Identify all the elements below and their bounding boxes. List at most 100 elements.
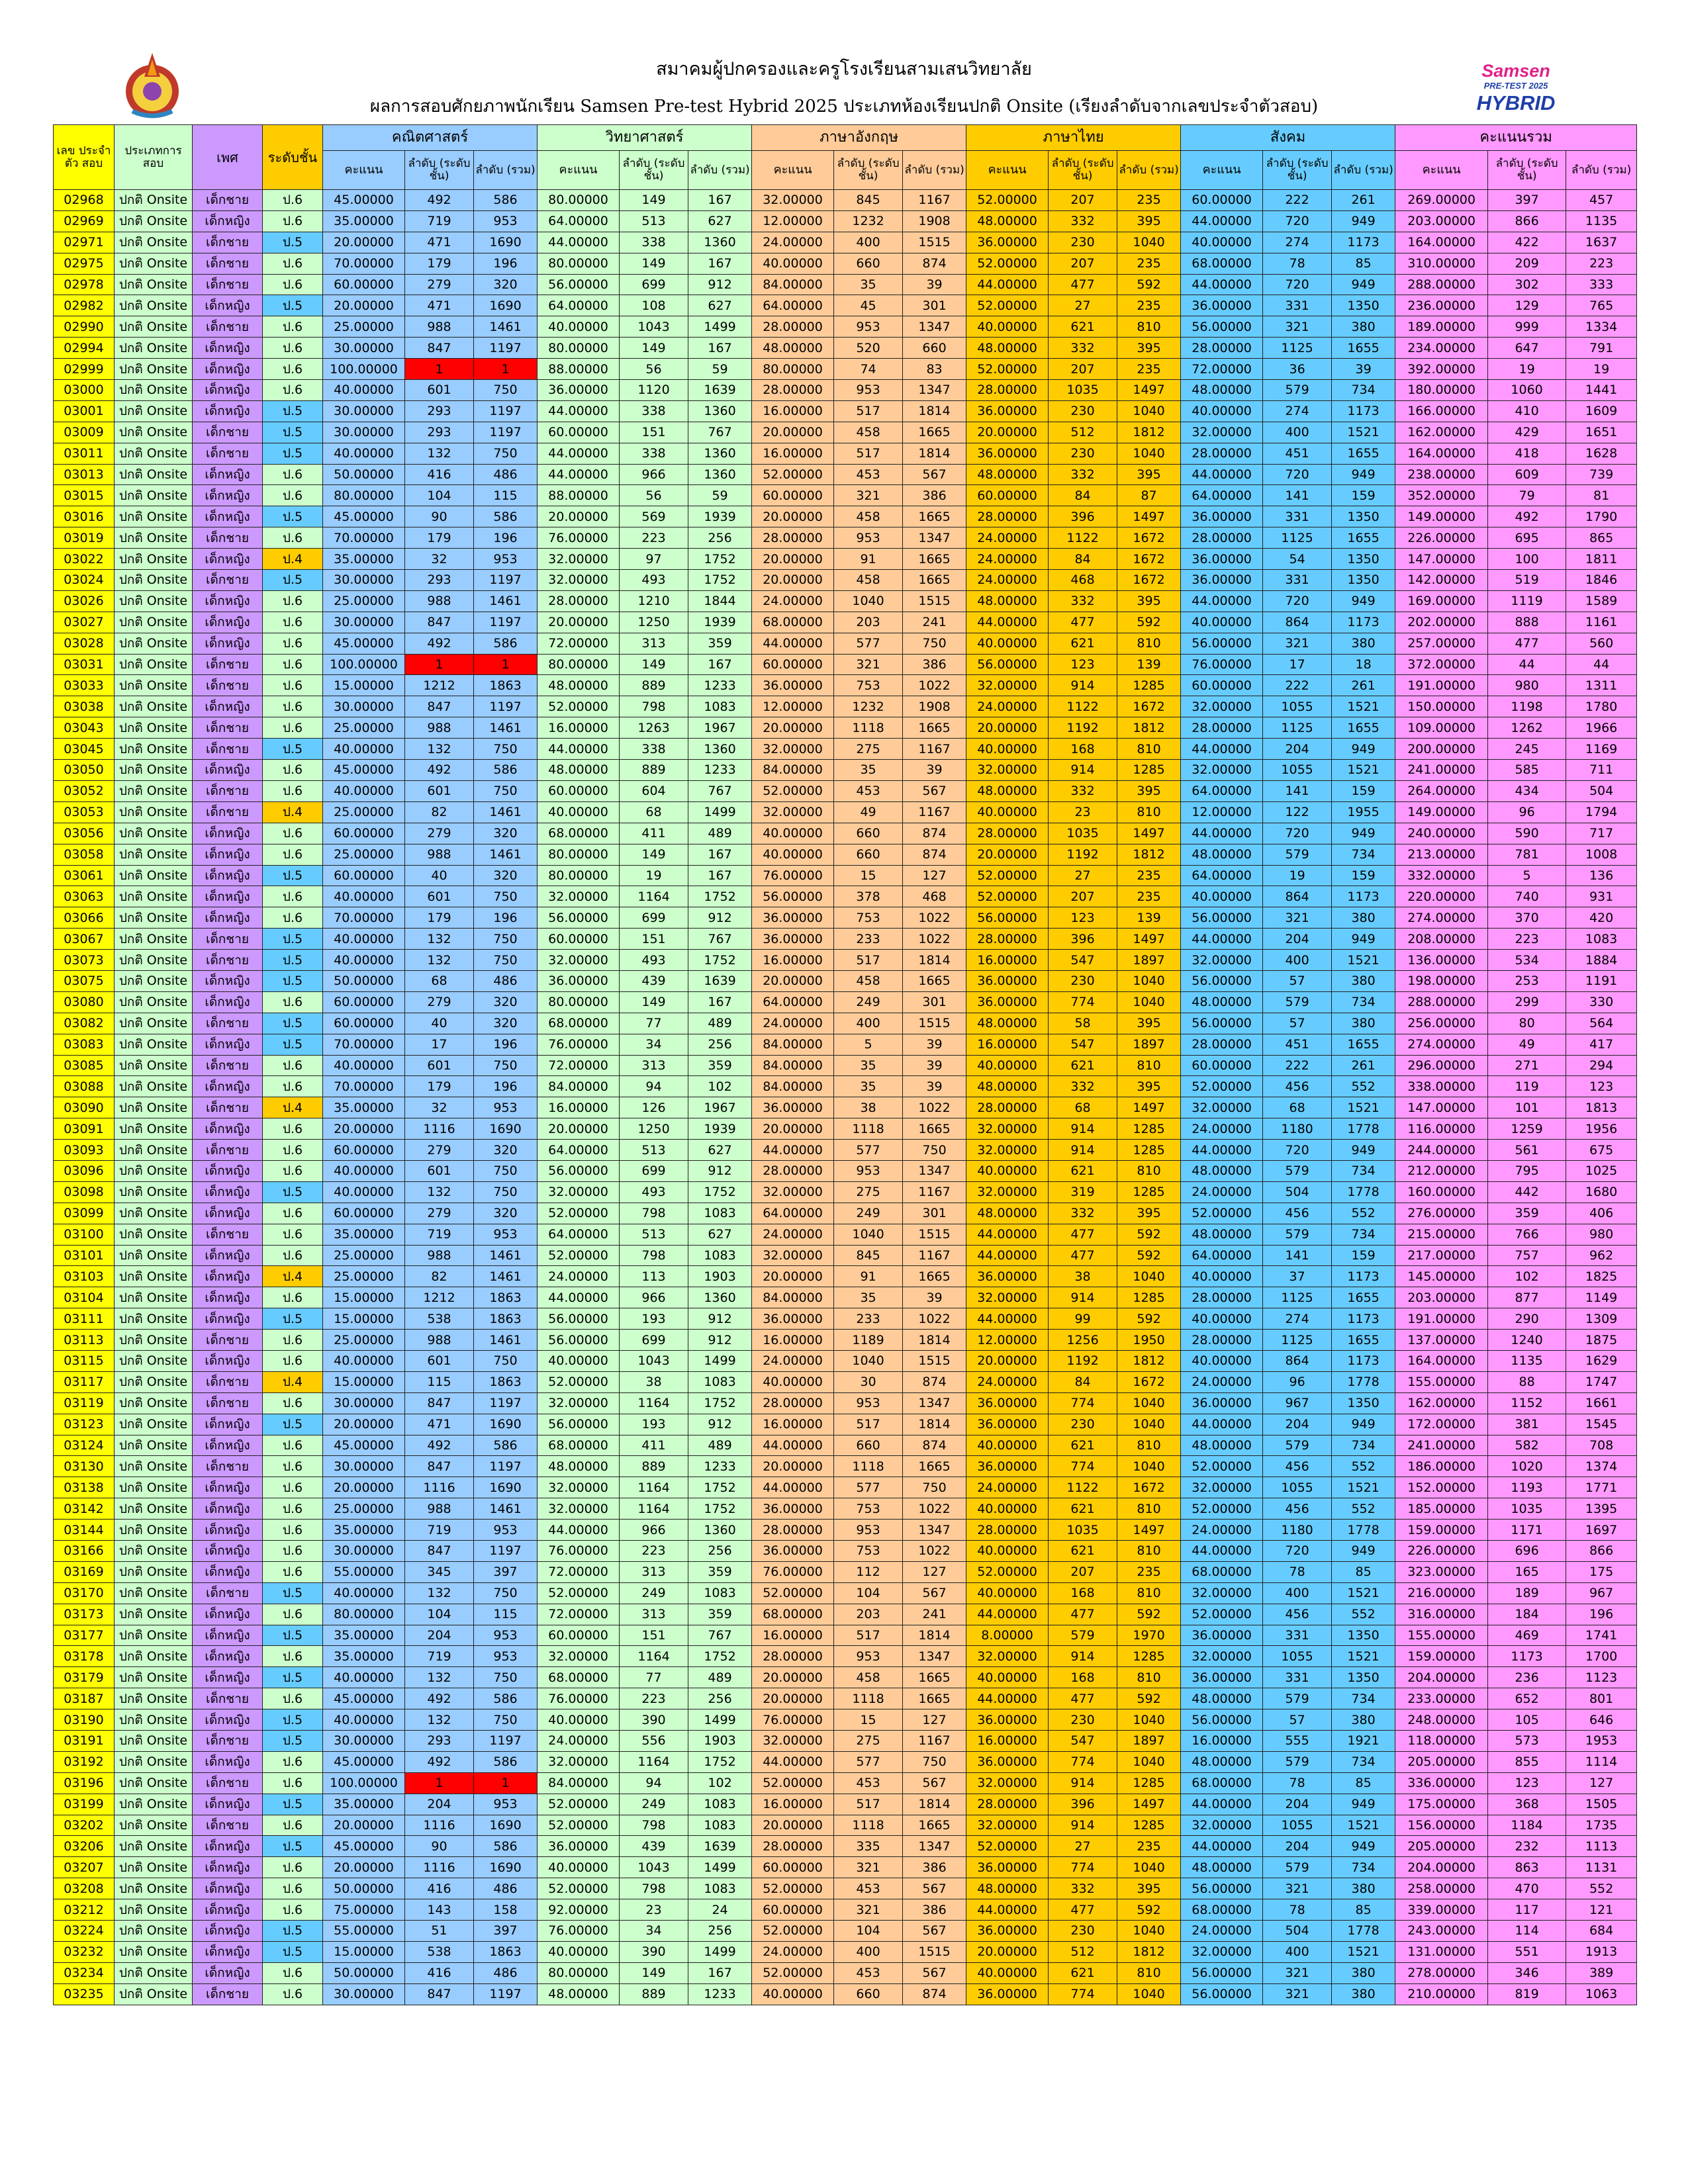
cell-exam-type: ปกติ Onsite: [114, 1349, 193, 1372]
cell-thai-rank-total: 395: [1117, 1878, 1182, 1900]
cell-math-rank-total: 750: [473, 886, 538, 908]
cell-science-rank-level: 249: [619, 1793, 689, 1815]
cell-total-rank-level: 1240: [1487, 1329, 1567, 1351]
cell-english-rank-level: 517: [833, 400, 904, 422]
cell-thai-score: 48.00000: [966, 1075, 1049, 1098]
table-row: 03124 ปกติ Onsite เด็กหญิง ป.6 45.00000 492 58…: [53, 1434, 1638, 1457]
cell-social-score: 32.00000: [1180, 1582, 1264, 1604]
cell-thai-rank-level: 207: [1048, 1561, 1118, 1583]
cell-science-rank-total: 167: [688, 991, 753, 1013]
cell-total-rank-level: 795: [1487, 1160, 1567, 1182]
cell-social-score: 32.00000: [1180, 759, 1264, 781]
cell-sex: เด็กหญิง: [192, 1498, 263, 1520]
table-row: 03208 ปกติ Onsite เด็กหญิง ป.6 50.00000 416 48…: [53, 1878, 1638, 1900]
cell-english-rank-level: 458: [833, 970, 904, 992]
cell-thai-score: 44.00000: [966, 1603, 1049, 1625]
cell-science-rank-total: 1360: [688, 738, 753, 760]
cell-thai-rank-total: 1897: [1117, 949, 1182, 971]
cell-total-rank-total: 333: [1566, 273, 1638, 296]
samsen-hybrid-logo: Samsen PRE-TEST 2025 HYBRID: [1477, 61, 1556, 114]
table-row: 03196 ปกติ Onsite เด็กชาย ป.6 100.00000 1 1 84.…: [53, 1772, 1638, 1794]
cell-total-rank-total: 866: [1566, 1540, 1638, 1562]
cell-english-rank-total: 1022: [902, 928, 967, 950]
cell-science-rank-total: 1939: [688, 506, 753, 528]
cell-thai-score: 44.00000: [966, 1899, 1049, 1921]
cell-thai-rank-total: 1672: [1117, 569, 1182, 591]
table-row: 02990 ปกติ Onsite เด็กชาย ป.6 25.00000 988 146…: [53, 316, 1638, 338]
cell-math-rank-total: 1863: [473, 1371, 538, 1393]
cell-social-rank-level: 141: [1262, 484, 1333, 507]
cell-exam-type: ปกติ Onsite: [114, 506, 193, 528]
cell-total-score: 116.00000: [1395, 1118, 1489, 1140]
cell-english-score: 16.00000: [751, 1413, 835, 1435]
cell-english-score: 60.00000: [751, 1899, 835, 1921]
cell-science-rank-total: 1083: [688, 1202, 753, 1224]
cell-thai-rank-level: 332: [1048, 1878, 1118, 1900]
cell-thai-rank-level: 332: [1048, 1202, 1118, 1224]
cell-english-rank-total: 1347: [902, 527, 967, 549]
cell-science-score: 44.00000: [537, 231, 620, 253]
cell-science-rank-level: 513: [619, 1139, 689, 1161]
cell-math-rank-level: 32: [404, 1097, 474, 1119]
cell-math-rank-level: 179: [404, 907, 474, 929]
cell-english-rank-level: 660: [833, 1434, 904, 1457]
cell-exam-id: 03130: [53, 1455, 115, 1478]
cell-english-score: 44.00000: [751, 1477, 835, 1499]
cell-exam-type: ปกติ Onsite: [114, 1730, 193, 1752]
cell-exam-type: ปกติ Onsite: [114, 1477, 193, 1499]
cell-exam-id: 03123: [53, 1413, 115, 1435]
cell-level: ป.6: [262, 759, 323, 781]
cell-exam-type: ปกติ Onsite: [114, 1308, 193, 1330]
cell-sex: เด็กหญิง: [192, 295, 263, 317]
cell-level: ป.6: [262, 316, 323, 338]
cell-thai-rank-level: 332: [1048, 780, 1118, 802]
cell-social-score: 56.00000: [1180, 1012, 1264, 1034]
cell-sex: เด็กชาย: [192, 1139, 263, 1161]
cell-english-score: 56.00000: [751, 886, 835, 908]
cell-english-rank-level: 112: [833, 1561, 904, 1583]
cell-social-score: 56.00000: [1180, 907, 1264, 929]
table-row: 02982 ปกติ Onsite เด็กหญิง ป.5 20.00000 471 16…: [53, 295, 1638, 317]
cell-social-score: 44.00000: [1180, 1139, 1264, 1161]
cell-exam-id: 03202: [53, 1814, 115, 1837]
cell-total-score: 226.00000: [1395, 1540, 1489, 1562]
cell-exam-id: 03177: [53, 1624, 115, 1647]
cell-english-rank-level: 953: [833, 379, 904, 401]
cell-math-rank-total: 1690: [473, 1814, 538, 1837]
cell-total-score: 274.00000: [1395, 907, 1489, 929]
cell-social-rank-total: 159: [1331, 1244, 1396, 1267]
cell-math-score: 35.00000: [322, 210, 405, 232]
cell-science-rank-total: 767: [688, 1624, 753, 1647]
cell-english-rank-level: 378: [833, 886, 904, 908]
cell-science-rank-level: 604: [619, 780, 689, 802]
cell-thai-score: 32.00000: [966, 1645, 1049, 1668]
header-social: สังคม: [1180, 124, 1396, 151]
cell-level: ป.6: [262, 1244, 323, 1267]
cell-total-rank-level: 442: [1487, 1181, 1567, 1203]
cell-math-rank-total: 1461: [473, 316, 538, 338]
cell-science-score: 64.00000: [537, 1139, 620, 1161]
cell-science-rank-total: 1083: [688, 1371, 753, 1393]
cell-math-rank-total: 1461: [473, 1265, 538, 1288]
cell-sex: เด็กชาย: [192, 928, 263, 950]
cell-social-rank-total: 380: [1331, 907, 1396, 929]
cell-total-score: 200.00000: [1395, 738, 1489, 760]
cell-level: ป.6: [262, 189, 323, 211]
cell-total-rank-level: 253: [1487, 970, 1567, 992]
cell-total-rank-level: 368: [1487, 1793, 1567, 1815]
table-row: 03066 ปกติ Onsite เด็กหญิง ป.6 70.00000 179 19…: [53, 907, 1638, 929]
cell-math-rank-level: 345: [404, 1561, 474, 1583]
cell-total-rank-total: 223: [1566, 252, 1638, 275]
cell-social-score: 44.00000: [1180, 1793, 1264, 1815]
cell-english-score: 20.00000: [751, 1455, 835, 1478]
cell-math-rank-level: 90: [404, 506, 474, 528]
cell-math-rank-level: 40: [404, 1012, 474, 1034]
cell-social-score: 40.00000: [1180, 1308, 1264, 1330]
cell-total-rank-total: 1311: [1566, 674, 1638, 697]
cell-total-rank-level: 519: [1487, 569, 1567, 591]
cell-thai-rank-level: 230: [1048, 400, 1118, 422]
cell-math-score: 35.00000: [322, 1645, 405, 1668]
cell-math-score: 40.00000: [322, 1160, 405, 1182]
cell-math-rank-total: 196: [473, 907, 538, 929]
cell-total-rank-level: 434: [1487, 780, 1567, 802]
